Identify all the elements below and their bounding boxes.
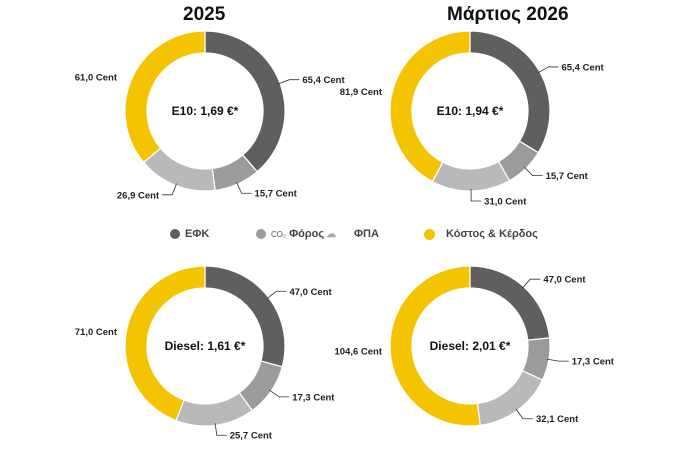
slice-cost-profit-diesel-2026 bbox=[389, 265, 481, 427]
data-label-efk-e10-2025: 65,4 Cent bbox=[302, 75, 345, 86]
smoke-icon: ☁ bbox=[326, 228, 337, 240]
legend-item-co2-tax: CO₂ Φόρος ☁ bbox=[256, 228, 336, 240]
data-label-cost-profit-diesel-2026: 104,6 Cent bbox=[334, 347, 382, 358]
leader-line-fpa-e10-2025 bbox=[162, 183, 177, 196]
data-label-fpa-e10-2026: 31,0 Cent bbox=[484, 196, 527, 207]
slice-cost-profit-diesel-2025 bbox=[124, 265, 206, 422]
legend-item-fpa: ΦΠΑ bbox=[354, 228, 379, 240]
column-title-march-2026: Μάρτιος 2026 bbox=[447, 4, 569, 25]
legend-swatch-co2-tax bbox=[256, 229, 266, 239]
legend-swatch-efk bbox=[170, 229, 180, 239]
data-label-co2-tax-diesel-2026: 17,3 Cent bbox=[572, 357, 615, 368]
slice-fpa-diesel-2025 bbox=[175, 391, 254, 427]
legend-swatch-cost-profit bbox=[424, 228, 435, 240]
legend-label-efk: ΕΦΚ bbox=[185, 228, 210, 240]
data-label-cost-profit-e10-2026: 81,9 Cent bbox=[340, 87, 383, 98]
data-label-fpa-diesel-2025: 25,7 Cent bbox=[230, 431, 273, 442]
legend-label-fpa: ΦΠΑ bbox=[354, 228, 379, 240]
data-label-efk-diesel-2026: 47,0 Cent bbox=[543, 275, 586, 286]
leader-line-efk-e10-2025 bbox=[277, 79, 300, 85]
data-label-fpa-diesel-2026: 32,1 Cent bbox=[536, 414, 579, 425]
leader-line-efk-diesel-2025 bbox=[266, 290, 287, 299]
legend-label-co2-tax: Φόρος bbox=[289, 228, 325, 240]
leader-line-co2-tax-diesel-2025 bbox=[269, 389, 290, 398]
leader-line-fpa-diesel-2026 bbox=[515, 408, 534, 420]
leader-line-fpa-e10-2026 bbox=[470, 188, 482, 202]
data-label-co2-tax-diesel-2025: 17,3 Cent bbox=[292, 392, 335, 403]
donut-diesel-2026: 47,0 Cent 17,3 Cent 32,1 Cent 104,6 Cent Die… bbox=[334, 265, 615, 427]
leader-line-co2-tax-diesel-2026 bbox=[546, 358, 569, 362]
slice-cost-profit-e10-2025 bbox=[124, 30, 206, 164]
center-title-e10-2026: E10: 1,94 €* bbox=[437, 104, 504, 118]
donut-e10-2026: 65,4 Cent 15,7 Cent 31,0 Cent 81,9 Cent E10:… bbox=[340, 30, 605, 207]
center-title-diesel-2026: Diesel: 2,01 €* bbox=[430, 339, 511, 353]
center-title-e10-2025: E10: 1,69 €* bbox=[172, 104, 239, 118]
legend-label-cost-profit: Κόστος & Κέρδος bbox=[446, 228, 538, 240]
center-title-diesel-2025: Diesel: 1,61 €* bbox=[165, 339, 246, 353]
data-label-efk-diesel-2025: 47,0 Cent bbox=[289, 287, 332, 298]
legend-prefix-co2: CO₂ bbox=[271, 229, 287, 239]
leader-line-efk-diesel-2026 bbox=[521, 278, 541, 289]
legend: ΕΦΚ CO₂ Φόρος ☁ ΦΠΑ Κόστος & Κέρδος bbox=[0, 228, 692, 248]
data-label-fpa-e10-2025: 26,9 Cent bbox=[117, 190, 160, 201]
leader-line-efk-e10-2026 bbox=[537, 66, 559, 74]
donut-e10-2025: 65,4 Cent 15,7 Cent 26,9 Cent 61,0 Cent E10:… bbox=[75, 30, 345, 201]
legend-item-cost-profit: Κόστος & Κέρδος bbox=[424, 228, 538, 240]
slice-fpa-e10-2026 bbox=[431, 160, 511, 192]
data-label-co2-tax-e10-2025: 15,7 Cent bbox=[255, 189, 298, 200]
column-title-2025: 2025 bbox=[183, 4, 226, 25]
leader-line-fpa-diesel-2025 bbox=[214, 423, 227, 436]
data-label-co2-tax-e10-2026: 15,7 Cent bbox=[546, 171, 589, 182]
legend-item-efk: ΕΦΚ bbox=[170, 228, 209, 240]
donut-diesel-2025: 47,0 Cent 17,3 Cent 25,7 Cent 71,0 Cent Dies… bbox=[75, 265, 335, 442]
leader-line-co2-tax-e10-2026 bbox=[523, 166, 543, 177]
slice-efk-e10-2026 bbox=[469, 30, 551, 154]
data-label-cost-profit-e10-2025: 61,0 Cent bbox=[75, 73, 118, 84]
slice-efk-e10-2025 bbox=[204, 30, 286, 173]
slice-cost-profit-e10-2026 bbox=[389, 30, 471, 183]
data-label-cost-profit-diesel-2025: 71,0 Cent bbox=[75, 327, 118, 338]
slice-fpa-diesel-2026 bbox=[476, 369, 544, 427]
slice-efk-diesel-2026 bbox=[469, 265, 551, 341]
data-label-efk-e10-2026: 65,4 Cent bbox=[561, 62, 604, 73]
slice-fpa-e10-2025 bbox=[142, 147, 216, 192]
leader-line-co2-tax-e10-2025 bbox=[236, 182, 252, 194]
